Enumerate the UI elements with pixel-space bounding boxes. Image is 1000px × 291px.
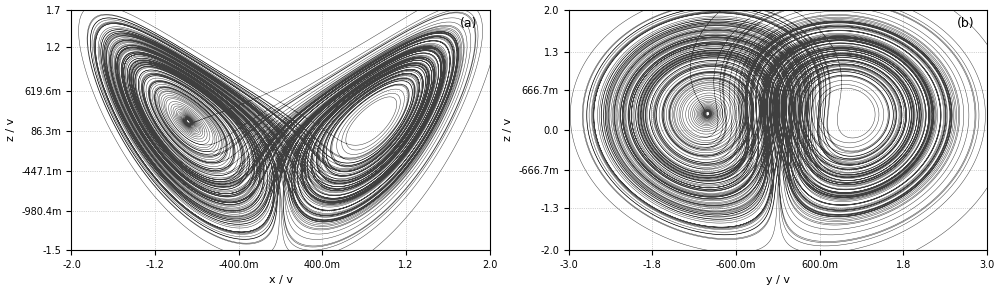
Y-axis label: z / v: z / v: [503, 118, 513, 141]
Y-axis label: z / v: z / v: [6, 118, 16, 141]
Text: (a): (a): [460, 17, 477, 30]
X-axis label: y / v: y / v: [766, 276, 790, 285]
X-axis label: x / v: x / v: [269, 276, 293, 285]
Text: (b): (b): [957, 17, 974, 30]
